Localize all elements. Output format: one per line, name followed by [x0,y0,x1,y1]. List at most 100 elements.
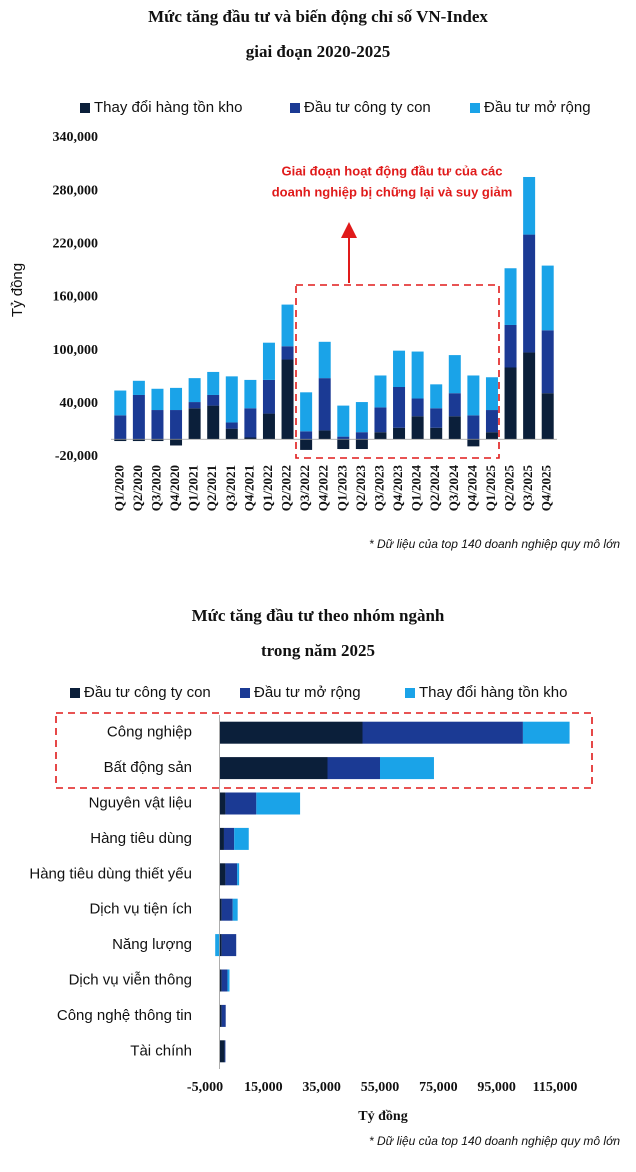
bar-segment [430,384,443,409]
bar-segment [227,969,230,992]
bar-segment [219,827,224,850]
y-tick-label: Dịch vụ tiện ích [89,901,192,918]
bar-segment [411,416,424,440]
bar-segment [170,387,183,411]
bar-segment [327,757,380,780]
highlight-box [295,284,500,459]
x-tick-label: Q4/2021 [241,465,256,511]
bar-segment [541,330,554,394]
x-tick-label: Q3/2024 [446,465,461,512]
bar-segment [541,265,554,331]
legend-label: Thay đổi hàng tồn kho [94,99,242,116]
highlight-box [55,712,593,789]
x-axis-label: Tỷ đồng [358,1109,407,1124]
x-tick-label: Q1/2023 [334,465,349,512]
x-tick-label: 95,000 [477,1080,516,1095]
bar-segment [523,176,536,235]
bar-segment [114,415,127,440]
arrow-head [341,222,357,238]
bar-segment [234,827,249,850]
bar-segment [393,386,406,428]
bar-segment [523,352,536,440]
bar-segment [237,863,240,886]
x-tick-label: Q4/2024 [464,465,479,512]
bar-segment [523,234,536,353]
bar-segment [225,792,257,815]
legend-swatch [240,688,250,698]
x-tick-label: Q4/2022 [316,465,331,511]
bar-segment [244,379,257,409]
bar-segment [393,350,406,387]
annotation: doanh nghiệp bị chững lại và suy giảm [272,184,513,199]
bar-segment [300,431,313,440]
bar-segment [504,324,517,368]
x-tick-label: Q1/2022 [260,465,275,511]
bar-segment [151,388,164,411]
legend-swatch [70,688,80,698]
bar-segment [244,408,257,438]
bar-segment [170,410,183,440]
bar-segment [355,402,368,433]
x-tick-label: 115,000 [533,1080,578,1095]
bar-segment [411,398,424,417]
x-tick-label: Q4/2023 [390,465,405,512]
bar-segment [300,439,313,450]
bar-segment [262,413,275,440]
bar-segment [219,1040,225,1063]
bar-segment [151,410,164,440]
bar-segment [281,346,294,360]
bar-segment [374,432,387,440]
bar-segment [380,757,434,780]
bar-segment [393,427,406,440]
x-tick-label: Q3/2021 [223,465,238,511]
x-tick-label: Q2/2021 [204,465,219,511]
x-tick-label: Q2/2023 [353,465,368,512]
bar-segment [223,827,235,850]
bar-segment [224,1040,226,1063]
bar-segment [225,863,238,886]
bar-segment [256,792,301,815]
bar-segment [541,393,554,440]
bar-segment [504,367,517,440]
bar-segment [485,410,498,433]
bar-segment [448,393,461,417]
bar-segment [430,427,443,440]
bar-segment [219,863,226,886]
bar-segment [374,375,387,408]
bar-segment [337,436,350,440]
bar-segment [132,439,145,442]
bar-segment [467,375,480,416]
footnote: * Dữ liệu của top 140 doanh nghiệp quy m… [369,537,620,551]
x-tick-label: 15,000 [244,1080,283,1095]
legend-label: Đầu tư mở rộng [254,684,361,701]
bar-segment [355,432,368,440]
bar-segment [300,392,313,432]
x-tick-label: Q1/2020 [111,465,126,511]
bar-segment [467,415,480,440]
bar-segment [219,721,363,744]
x-tick-label: Q3/2020 [148,465,163,511]
bar-segment [225,428,238,440]
bar-segment [318,341,331,379]
bar-segment [221,969,228,992]
x-tick-label: Q4/2025 [539,465,554,512]
bar-segment [219,934,222,957]
y-tick-label: Bất động sản [104,759,192,776]
bar-segment [151,439,164,442]
bar-segment [219,1004,222,1027]
legend-label: Đầu tư công ty con [84,684,211,701]
y-tick-label: Nguyên vật liệu [89,794,192,811]
bar-segment [170,439,183,446]
bar-segment [225,376,238,423]
x-tick-label: Q1/2025 [483,465,498,512]
bar-segment [262,379,275,414]
bar-segment [232,898,238,921]
bar-segment [219,969,222,992]
legend-swatch [290,103,300,113]
chart-title: Mức tăng đầu tư theo nhóm ngành [192,606,445,625]
x-tick-label: Q1/2021 [186,465,201,511]
x-tick-label: Q2/2020 [130,465,145,511]
x-tick-label: Q1/2024 [409,465,424,512]
bar-segment [221,898,233,921]
chart-title: trong năm 2025 [261,641,375,660]
